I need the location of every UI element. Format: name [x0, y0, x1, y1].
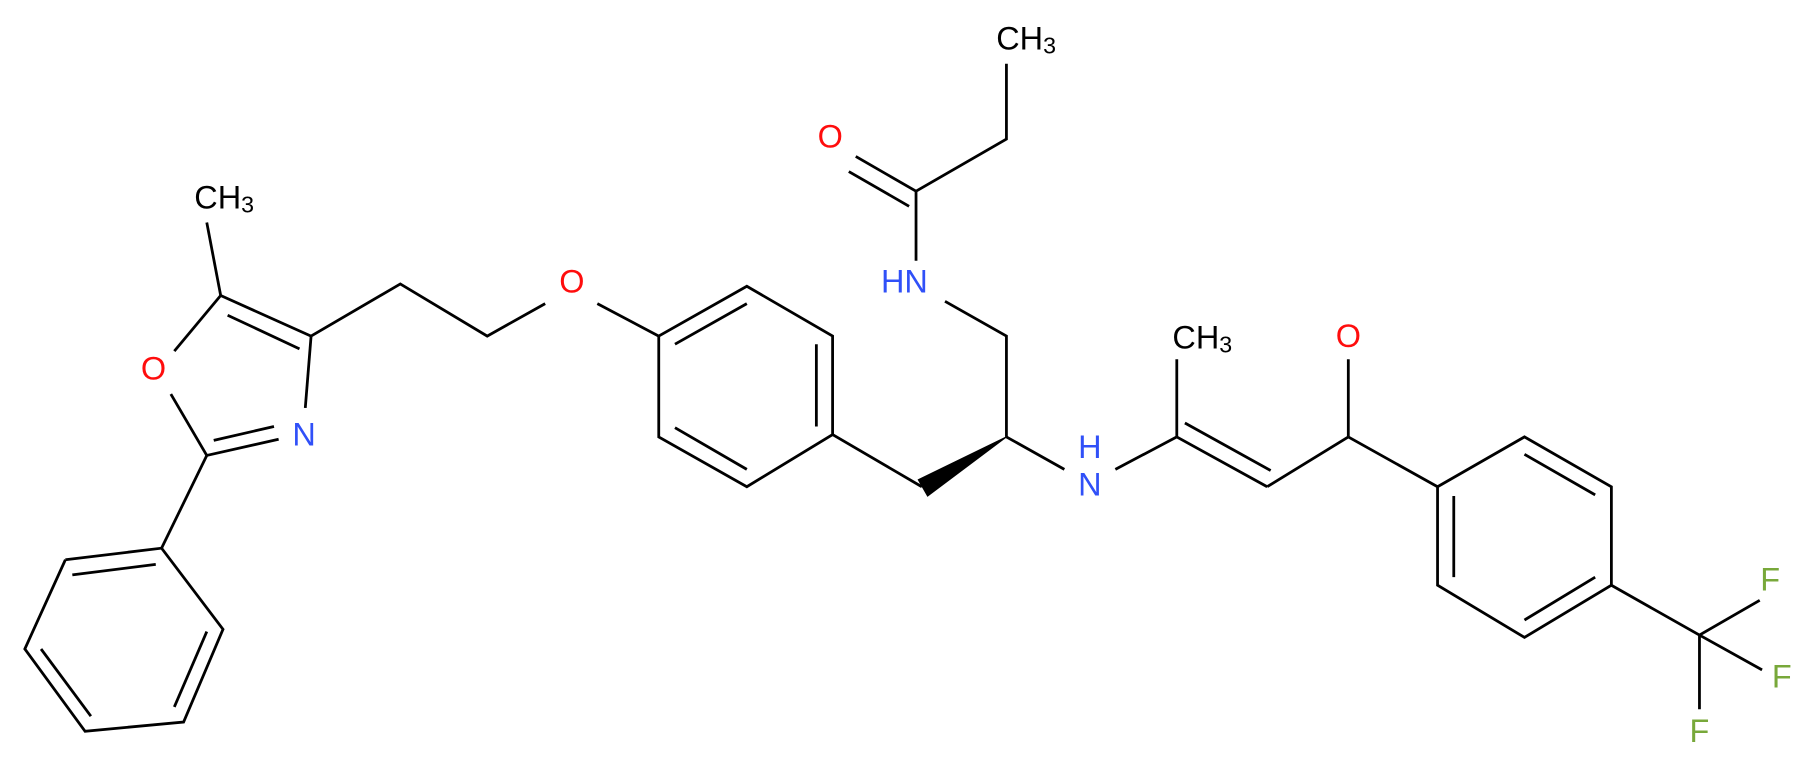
atom-symbol: CH	[1172, 319, 1219, 355]
atom-label: O	[1336, 318, 1361, 354]
atom-label: H	[1078, 429, 1101, 465]
atom-label: O	[559, 263, 584, 299]
atom-label: N	[292, 416, 315, 452]
atom-label: CH3	[194, 179, 254, 218]
atom-label: O	[141, 350, 166, 386]
atom-label: F	[1760, 561, 1780, 597]
atom-label: O	[818, 119, 843, 155]
atom-symbol: CH	[194, 179, 241, 215]
atom-labels: CH3 O HN CH3 O O N N H CH3 O F F F	[141, 20, 1792, 749]
atom-label: CH3	[996, 20, 1056, 59]
atom-subscript: 3	[1043, 33, 1056, 59]
atom-subscript: 3	[241, 191, 254, 217]
atom-label: F	[1690, 713, 1710, 749]
atom-label: N	[1078, 466, 1101, 502]
atom-label: HN	[881, 263, 928, 299]
bonds	[23, 63, 1763, 733]
atom-subscript: 3	[1219, 332, 1232, 358]
atom-symbol: CH	[996, 20, 1043, 56]
atom-label: F	[1772, 659, 1792, 695]
atom-label: CH3	[1172, 319, 1232, 358]
